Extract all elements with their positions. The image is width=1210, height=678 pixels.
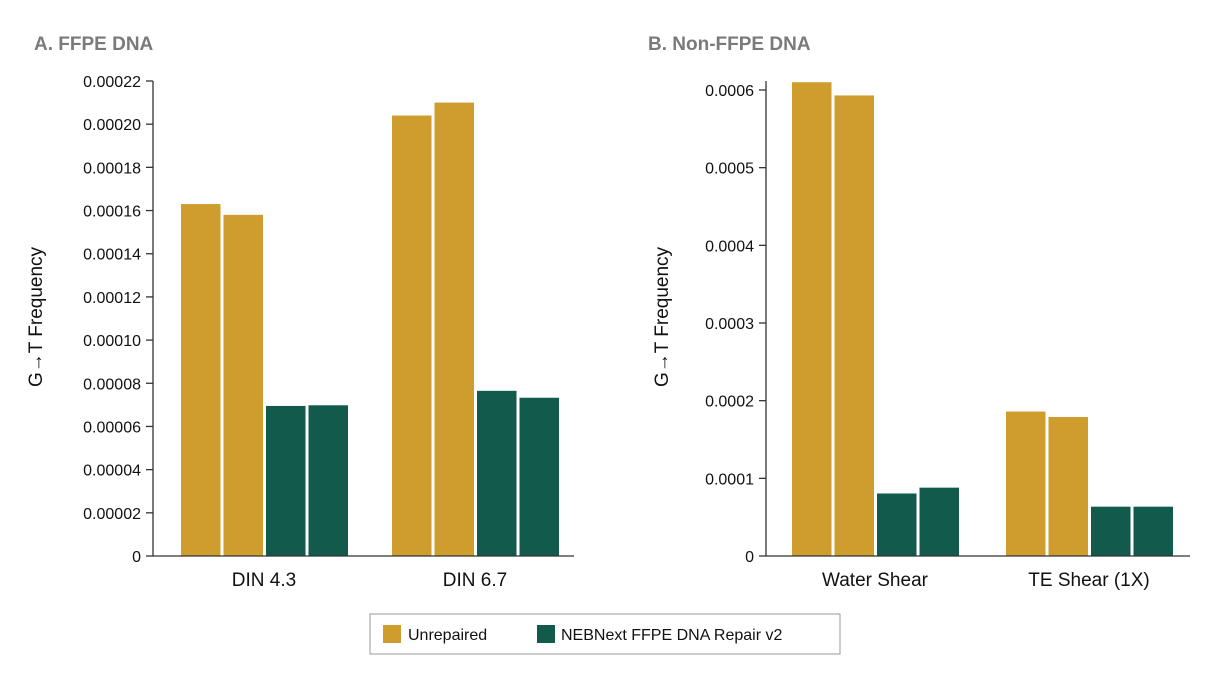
panel-b-y-axis-title: G→T Frequency	[652, 246, 673, 387]
panel-b-bar-repaired	[1091, 506, 1131, 556]
panel-a-y-tick-label: 0.00014	[83, 247, 141, 264]
panel-a-y-tick-label: 0.00010	[83, 333, 141, 350]
panel-b: B. Non-FFPE DNA G→T Frequency 0 0.0001 0.0…	[648, 34, 1190, 591]
panel-a-bar-repaired	[266, 405, 306, 556]
panel-b-y-tick-label: 0.0004	[705, 238, 754, 255]
legend: Unrepaired NEBNext FFPE DNA Repair v2	[369, 613, 841, 655]
panel-b-bar-unrepaired	[1048, 416, 1088, 556]
panel-b-y-tick-label: 0.0006	[705, 83, 754, 100]
panel-a-bar-unrepaired	[392, 115, 432, 556]
panel-a-y-tick-label: 0.00008	[83, 376, 141, 393]
panel-b-category-label: Water Shear	[822, 570, 929, 591]
panel-a-y-tick-label: 0.00018	[83, 160, 141, 177]
panel-a-y-tick-label: 0.00016	[83, 204, 141, 221]
legend-box	[369, 613, 841, 655]
panel-a-bar-unrepaired	[223, 214, 263, 556]
panel-a-y-tick-label: 0.00004	[83, 463, 141, 480]
panel-b-y-tick-label: 0.0002	[705, 394, 754, 411]
panel-a-y-tick-label: 0.00002	[83, 506, 141, 523]
panel-a-y-tick-label: 0.00006	[83, 419, 141, 436]
panel-a-y-tick-label: 0.00022	[83, 74, 141, 91]
panel-a-bar-unrepaired	[181, 204, 221, 556]
panel-b-y-tick-label: 0	[745, 549, 754, 566]
panel-a-category-label: DIN 4.3	[232, 570, 296, 591]
panel-b-bar-repaired	[877, 493, 917, 556]
panel-b-y-ticks: 0 0.0001 0.0002 0.0003 0.0004 0.0005 0.0006	[705, 83, 766, 566]
panel-a-y-ticks: 0 0.00002 0.00004 0.00006 0.00008 0.00010 0.00…	[83, 74, 153, 566]
panel-a-bar-unrepaired	[434, 102, 474, 556]
panel-b-bar-unrepaired	[792, 82, 832, 556]
legend-label-repaired: NEBNext FFPE DNA Repair v2	[561, 627, 783, 644]
panel-b-title: B. Non-FFPE DNA	[648, 34, 811, 55]
panel-a-bar-repaired	[477, 390, 517, 556]
panel-b-bar-repaired	[919, 487, 959, 556]
panel-a-bar-repaired	[519, 397, 559, 556]
panel-b-bars	[792, 82, 1173, 556]
panel-b-y-tick-label: 0.0005	[705, 161, 754, 178]
panel-a-y-tick-label: 0.00020	[83, 117, 141, 134]
panel-a-bars	[181, 102, 559, 556]
panel-a-bar-repaired	[308, 405, 348, 556]
panel-a: A. FFPE DNA G→T Frequency 0 0.00002 0.0000…	[26, 34, 574, 591]
panel-b-bar-unrepaired	[834, 95, 874, 556]
panel-b-category-label: TE Shear (1X)	[1028, 570, 1149, 591]
panel-b-bar-repaired	[1133, 506, 1173, 556]
legend-swatch-unrepaired	[383, 625, 401, 643]
panel-b-y-tick-label: 0.0001	[705, 471, 754, 488]
panel-a-y-tick-label: 0	[132, 549, 141, 566]
panel-a-title: A. FFPE DNA	[34, 34, 154, 55]
panel-a-y-axis-title: G→T Frequency	[26, 246, 47, 387]
legend-label-unrepaired: Unrepaired	[408, 627, 487, 644]
panel-b-bar-unrepaired	[1006, 411, 1046, 556]
legend-swatch-repaired	[537, 625, 555, 643]
panel-b-y-tick-label: 0.0003	[705, 316, 754, 333]
panel-a-y-tick-label: 0.00012	[83, 290, 141, 307]
panel-a-category-label: DIN 6.7	[443, 570, 507, 591]
